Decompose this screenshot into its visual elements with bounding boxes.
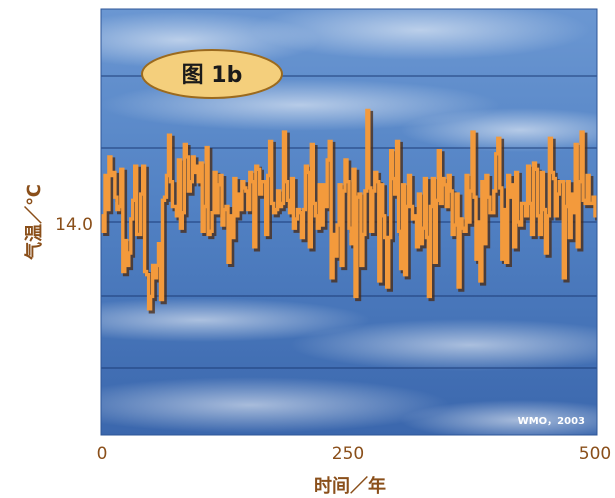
series-line xyxy=(101,108,597,311)
clouds xyxy=(101,9,597,435)
plot-frame xyxy=(100,8,598,436)
series-layer xyxy=(101,108,597,314)
y-axis-title: 气温／℃ xyxy=(23,184,45,261)
x-tick-label: 500 xyxy=(579,444,611,464)
x-axis-title: 时间／年 xyxy=(314,475,386,497)
title-badge-shape xyxy=(141,49,283,99)
source-note: WMO，2003 xyxy=(518,416,585,427)
chart-title: 图 1b xyxy=(182,63,243,88)
x-tick-label: 250 xyxy=(332,444,364,464)
title-badge: 图 1b xyxy=(141,49,283,99)
x-tick-label: 0 xyxy=(97,444,108,464)
y-tick-label: 14.0 xyxy=(55,215,93,235)
